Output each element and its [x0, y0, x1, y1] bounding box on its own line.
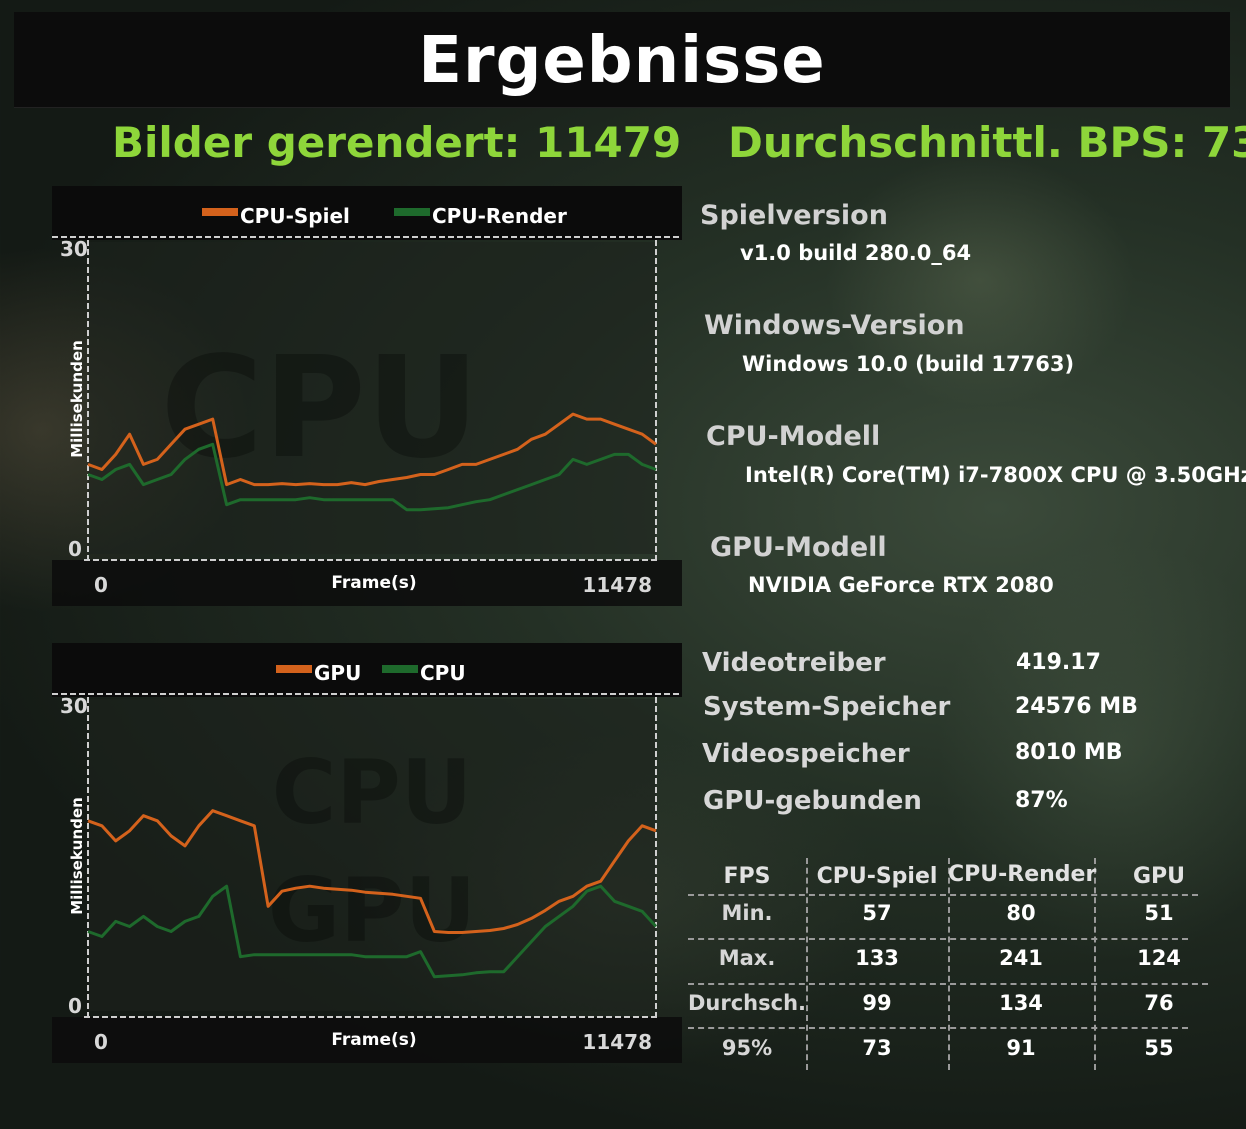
table-header-fps: FPS	[723, 864, 771, 889]
info-value-cpu-model: Intel(R) Core(TM) i7-7800X CPU @ 3.50GHz	[745, 463, 1246, 487]
table-cell: 57	[862, 901, 892, 925]
legend-band	[52, 186, 682, 240]
x-tick-label: 11478	[582, 1030, 652, 1054]
frames-rendered: Bilder gerendert: 11479	[112, 118, 682, 167]
table-cell: 91	[1006, 1036, 1036, 1060]
series-line-gpu	[87, 809, 657, 934]
stat-value-video-memory: 8010 MB	[1015, 740, 1123, 765]
y-tick-label: 0	[68, 537, 82, 561]
table-divider	[688, 894, 1198, 896]
series-line-cpu-render	[87, 442, 657, 512]
fps-table: FPS CPU-Spiel CPU-Render GPU Min. 57 80 …	[688, 858, 1208, 1073]
table-divider	[948, 858, 950, 1070]
info-label-cpu-model: CPU-Modell	[706, 421, 881, 452]
info-label-game-version: Spielversion	[700, 200, 888, 231]
table-cell: 99	[862, 991, 892, 1015]
legend-swatch	[382, 665, 418, 673]
table-cell: 55	[1144, 1036, 1174, 1060]
table-divider	[1094, 858, 1096, 1070]
x-tick-label: 0	[94, 1030, 108, 1054]
legend-band	[52, 643, 682, 697]
stat-value-system-memory: 24576 MB	[1015, 694, 1138, 719]
watermark-text: CPU	[272, 741, 473, 844]
table-divider	[688, 983, 1208, 985]
table-cell: 133	[855, 946, 899, 970]
y-tick-label: 30	[60, 237, 88, 261]
table-row-label-max: Max.	[718, 946, 776, 970]
info-value-gpu-model: NVIDIA GeForce RTX 2080	[748, 573, 1054, 597]
table-row-label-95: 95%	[721, 1036, 773, 1060]
info-label-windows-version: Windows-Version	[704, 310, 965, 341]
table-cell: 76	[1144, 991, 1174, 1015]
stat-value-gpu-bound: 87%	[1015, 788, 1068, 813]
info-label-gpu-model: GPU-Modell	[710, 532, 887, 563]
table-header-gpu: GPU	[1132, 864, 1186, 889]
stat-label-video-memory: Videospeicher	[702, 739, 910, 769]
table-cell: 124	[1137, 946, 1181, 970]
legend-swatch	[394, 208, 430, 216]
x-tick-label: 11478	[582, 573, 652, 597]
table-cell: 51	[1144, 901, 1174, 925]
cpu-chart: CPU CPU-Spiel CPU-Render 30 0 Millisekunden 0 1…	[52, 186, 682, 606]
y-tick-label: 0	[68, 994, 82, 1018]
series-line-cpu-spiel	[87, 412, 657, 487]
x-axis-label: Frame(s)	[331, 1030, 416, 1050]
table-cell: 80	[1006, 901, 1036, 925]
y-axis-label: Millisekunden	[68, 797, 86, 915]
table-cell: 134	[999, 991, 1043, 1015]
table-cell: 241	[999, 946, 1043, 970]
stat-label-gpu-bound: GPU-gebunden	[703, 786, 922, 816]
x-axis-band	[52, 560, 682, 606]
gpu-chart: CPU GPU GPU CPU 30 0 Millisekunden 0 11478 Frame(…	[52, 643, 682, 1063]
legend-swatch	[202, 208, 238, 216]
page-title: Ergebnisse	[418, 24, 826, 98]
info-value-windows-version: Windows 10.0 (build 17763)	[742, 352, 1075, 376]
plot-background	[88, 242, 656, 554]
legend-label: CPU	[420, 661, 466, 685]
info-value-game-version: v1.0 build 280.0_64	[740, 241, 972, 265]
table-row-label-avg: Durchsch.	[688, 991, 807, 1015]
table-divider	[688, 1027, 1188, 1029]
cpu-chart-svg: CPU CPU-Spiel CPU-Render 30 0 Millisekunden 0 1…	[52, 186, 682, 606]
watermark-text: CPU	[160, 327, 479, 490]
stat-label-video-driver: Videotreiber	[702, 648, 886, 678]
y-axis-label: Millisekunden	[68, 340, 86, 458]
legend-label: CPU-Render	[432, 204, 567, 228]
stat-value-video-driver: 419.17	[1016, 650, 1101, 675]
plot-background	[88, 699, 656, 1011]
table-divider	[688, 938, 1188, 940]
x-axis-label: Frame(s)	[331, 573, 416, 593]
legend-label: GPU	[314, 661, 361, 685]
legend-swatch	[276, 665, 312, 673]
table-row-label-min: Min.	[721, 901, 773, 925]
y-tick-label: 30	[60, 694, 88, 718]
watermark-text: GPU	[268, 859, 476, 962]
average-fps: Durchschnittl. BPS: 73	[728, 118, 1246, 167]
series-line-cpu	[87, 884, 658, 979]
table-cell: 73	[862, 1036, 892, 1060]
x-tick-label: 0	[94, 573, 108, 597]
stat-label-system-memory: System-Speicher	[703, 692, 951, 722]
x-axis-band	[52, 1017, 682, 1063]
table-header-cpu-game: CPU-Spiel	[816, 864, 938, 889]
table-divider	[806, 858, 808, 1070]
gpu-chart-svg: CPU GPU GPU CPU 30 0 Millisekunden 0 11478 Frame(…	[52, 643, 682, 1063]
table-header-cpu-render: CPU-Render	[948, 862, 1097, 887]
legend-label: CPU-Spiel	[240, 204, 350, 228]
title-bar: Ergebnisse	[14, 12, 1230, 108]
